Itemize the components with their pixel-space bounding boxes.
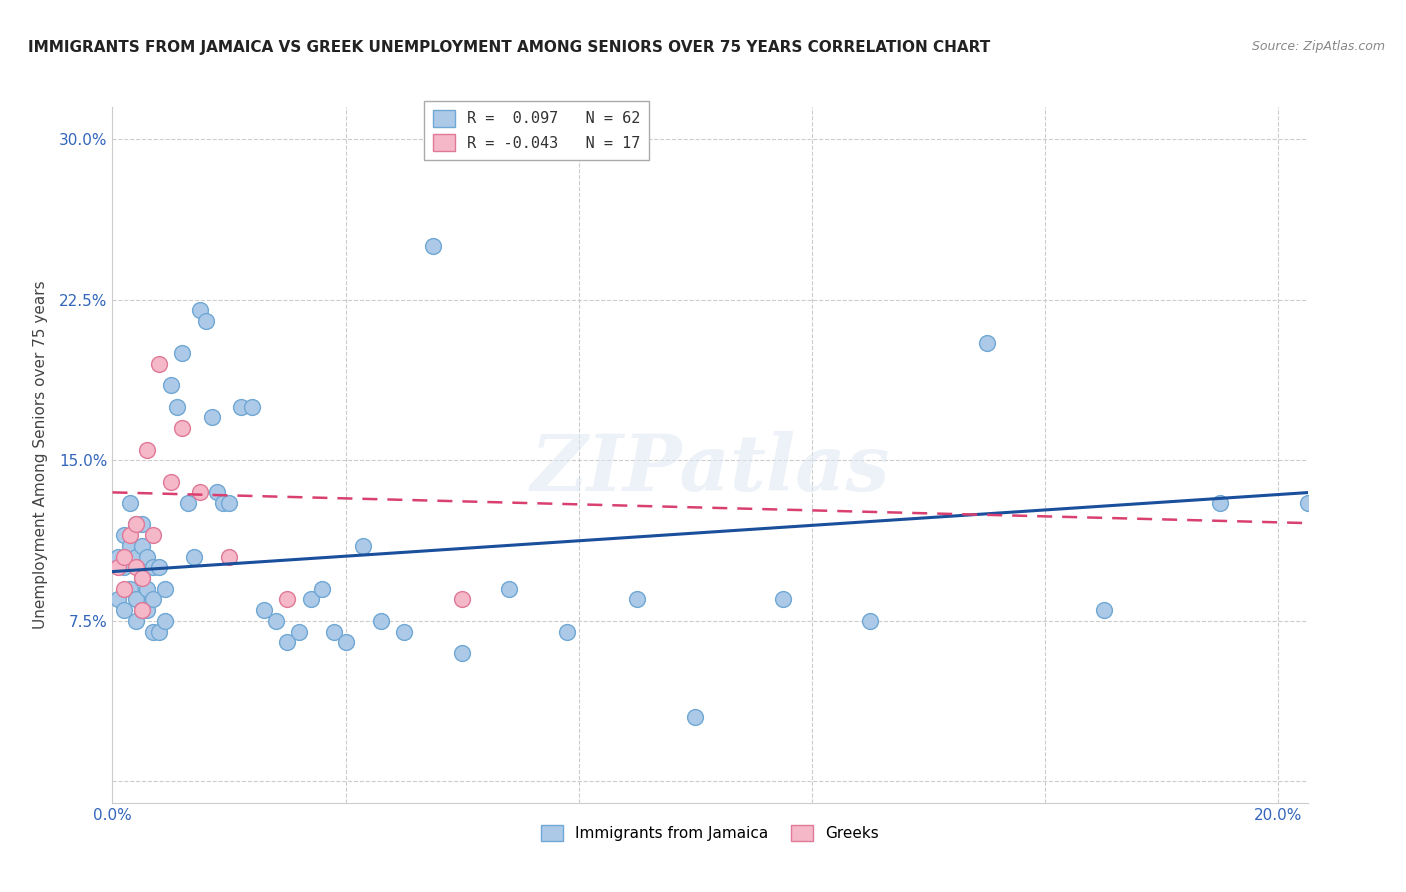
Point xyxy=(159,475,181,489)
Point xyxy=(626,592,648,607)
Point xyxy=(1209,496,1232,510)
Point xyxy=(555,624,578,639)
Point xyxy=(148,560,170,574)
Point xyxy=(136,582,159,596)
Point xyxy=(131,603,153,617)
Point xyxy=(422,239,444,253)
Point xyxy=(177,496,200,510)
Point xyxy=(112,603,135,617)
Point xyxy=(200,410,222,425)
Point xyxy=(498,582,520,596)
Point xyxy=(131,603,153,617)
Point xyxy=(142,624,165,639)
Point xyxy=(172,346,194,360)
Point xyxy=(107,560,129,574)
Text: Source: ZipAtlas.com: Source: ZipAtlas.com xyxy=(1251,40,1385,54)
Point xyxy=(153,614,176,628)
Point xyxy=(451,646,474,660)
Point xyxy=(311,582,333,596)
Point xyxy=(218,496,240,510)
Point xyxy=(118,528,141,542)
Point xyxy=(148,624,170,639)
Point xyxy=(131,571,153,585)
Point xyxy=(288,624,311,639)
Point xyxy=(142,592,165,607)
Point xyxy=(112,582,135,596)
Point xyxy=(976,335,998,350)
Point xyxy=(323,624,346,639)
Point xyxy=(112,549,135,564)
Point xyxy=(299,592,322,607)
Point xyxy=(188,485,211,500)
Point xyxy=(276,592,298,607)
Point xyxy=(153,582,176,596)
Point xyxy=(118,539,141,553)
Point xyxy=(125,517,148,532)
Point xyxy=(335,635,357,649)
Point xyxy=(131,539,153,553)
Point xyxy=(218,549,240,564)
Point xyxy=(772,592,794,607)
Point xyxy=(125,517,148,532)
Point xyxy=(148,357,170,371)
Point xyxy=(392,624,415,639)
Point xyxy=(125,560,148,574)
Point xyxy=(253,603,276,617)
Point xyxy=(276,635,298,649)
Point xyxy=(183,549,205,564)
Point xyxy=(859,614,882,628)
Point xyxy=(229,400,252,414)
Point xyxy=(207,485,229,500)
Point xyxy=(212,496,235,510)
Point xyxy=(685,710,707,724)
Point xyxy=(112,560,135,574)
Point xyxy=(136,442,159,457)
Point xyxy=(1296,496,1319,510)
Point xyxy=(370,614,392,628)
Point xyxy=(136,549,159,564)
Point xyxy=(118,582,141,596)
Point xyxy=(136,603,159,617)
Text: ZIPatlas: ZIPatlas xyxy=(530,431,890,507)
Point xyxy=(112,528,135,542)
Point xyxy=(159,378,181,392)
Point xyxy=(131,571,153,585)
Point xyxy=(125,614,148,628)
Point xyxy=(264,614,287,628)
Point xyxy=(107,592,129,607)
Point xyxy=(172,421,194,435)
Point xyxy=(107,549,129,564)
Point xyxy=(131,517,153,532)
Point xyxy=(125,549,148,564)
Point xyxy=(451,592,474,607)
Point xyxy=(188,303,211,318)
Point xyxy=(125,592,148,607)
Point xyxy=(352,539,374,553)
Text: IMMIGRANTS FROM JAMAICA VS GREEK UNEMPLOYMENT AMONG SENIORS OVER 75 YEARS CORREL: IMMIGRANTS FROM JAMAICA VS GREEK UNEMPLO… xyxy=(28,40,990,55)
Y-axis label: Unemployment Among Seniors over 75 years: Unemployment Among Seniors over 75 years xyxy=(32,281,48,629)
Point xyxy=(166,400,188,414)
Point xyxy=(142,560,165,574)
Point xyxy=(118,496,141,510)
Point xyxy=(194,314,217,328)
Point xyxy=(242,400,264,414)
Point xyxy=(142,528,165,542)
Point xyxy=(1092,603,1115,617)
Legend: Immigrants from Jamaica, Greeks: Immigrants from Jamaica, Greeks xyxy=(536,819,884,847)
